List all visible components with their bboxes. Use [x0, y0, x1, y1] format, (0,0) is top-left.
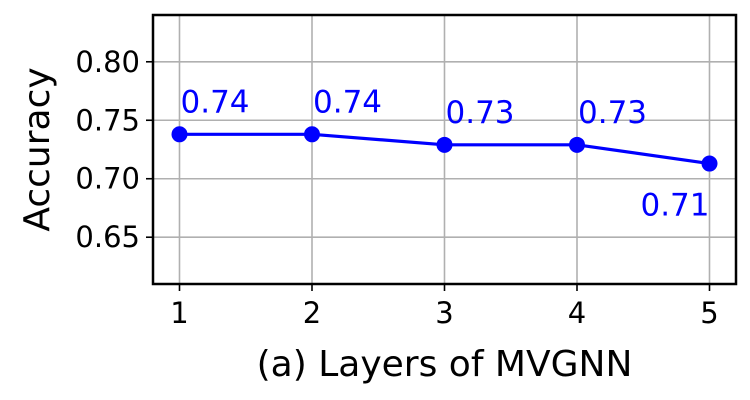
data-point	[171, 126, 188, 143]
data-point	[569, 136, 585, 153]
data-point	[701, 155, 718, 172]
x-axis-title: (a) Layers of MVGNN	[257, 344, 633, 385]
data-label: 0.73	[446, 95, 515, 131]
data-point	[304, 126, 320, 143]
x-tick-label: 3	[435, 296, 453, 330]
data-point	[436, 136, 453, 153]
data-label: 0.73	[578, 95, 647, 131]
x-axis-ticks: 1 2 3 4 5	[170, 284, 719, 330]
y-tick-label: 0.80	[75, 45, 140, 79]
data-label: 0.74	[313, 84, 382, 120]
y-tick-label: 0.75	[75, 103, 140, 137]
data-label: 0.74	[181, 84, 250, 120]
y-axis-title: Accuracy	[17, 67, 58, 231]
y-tick-label: 0.65	[75, 220, 140, 254]
x-tick-label: 2	[303, 296, 321, 330]
grid-lines	[153, 15, 736, 284]
data-labels: 0.74 0.74 0.73 0.73 0.71	[181, 84, 710, 223]
series-line	[171, 126, 718, 172]
data-label: 0.71	[640, 188, 709, 224]
x-tick-label: 5	[700, 296, 718, 330]
y-tick-label: 0.70	[75, 162, 140, 196]
x-tick-label: 4	[568, 296, 586, 330]
y-axis-ticks: 0.65 0.70 0.75 0.80	[75, 45, 153, 254]
x-tick-label: 1	[170, 296, 188, 330]
